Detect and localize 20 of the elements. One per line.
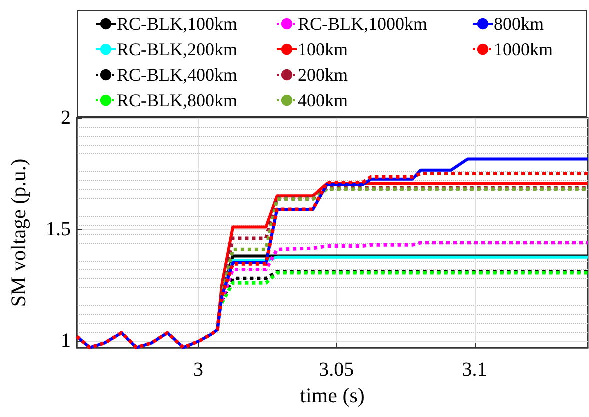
x-tick-label: 3 [194,359,204,381]
x-axis-title: time (s) [300,383,365,408]
legend-label: 1000km [494,40,554,60]
legend-label: 100km [298,40,348,60]
legend-label: 200km [298,65,348,85]
legend-label: 800km [494,14,544,34]
legend-label: RC-BLK,800km [117,90,238,110]
legend-label: RC-BLK,1000km [298,14,428,34]
legend-label: 400km [298,90,348,110]
x-tick-label: 3.05 [319,359,354,381]
line-series [220,241,589,303]
legend-label: RC-BLK,100km [117,14,238,34]
line-series [220,188,589,298]
legend-label: RC-BLK,200km [117,40,238,60]
y-tick-label: 1 [61,330,71,352]
y-axis-title: SM voltage (p.u.) [6,158,30,308]
y-tick-label: 2 [61,107,71,129]
y-tick-label: 1.5 [46,218,71,241]
x-tick-label: 3.1 [462,359,488,381]
legend-label: RC-BLK,400km [117,65,238,85]
